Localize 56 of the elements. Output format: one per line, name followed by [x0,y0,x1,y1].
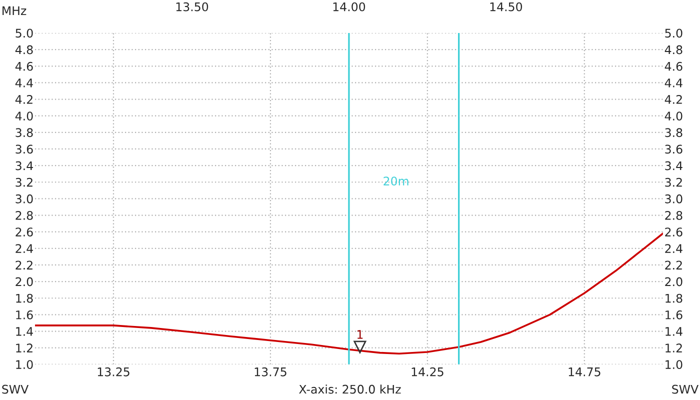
x-tick-label: 14.25 [412,367,444,376]
y-tick-label: 4.4 [15,78,33,88]
y2-tick-label: 2.6 [665,228,682,236]
y2-tick-label: 3.4 [665,161,682,170]
y-tick-label: 4.2 [15,95,32,104]
y2-tick-label: 4.4 [664,78,682,88]
y-tick-label: 5.0 [16,28,33,38]
y-tick-label: 2.6 [16,228,33,236]
annotation: 1 [357,330,363,339]
y2-tick-label: 3.2 [665,178,682,187]
line-series [35,232,663,355]
y2-tick-label: 2.2 [665,260,682,270]
y-tick-label: 3.0 [16,194,33,204]
y-tick-label: 1.6 [16,310,33,320]
y2-tick-label: 5.0 [665,28,682,38]
y-tick-label: 3.4 [16,161,33,170]
y-tick-label: 4.6 [15,62,33,71]
y-tick-label: 2.4 [16,244,33,253]
x2-tick-label: 13.50 [176,2,208,12]
y-tick-label: 2.8 [16,210,33,220]
y2-tick-label: 1.8 [666,294,682,303]
x-tick-label: 13.25 [98,367,130,376]
y-tick-label: 3.8 [16,128,33,138]
y-tick-label: 4.0 [15,112,33,121]
y2-tick-label: 1.2 [666,344,682,352]
y2-tick-label: 3.0 [665,194,682,204]
x-axis-title: MHz [2,6,26,15]
x2-tick-label: 14.50 [490,2,522,12]
y2-tick-label: 2.0 [665,277,682,286]
y-tick-label: 2.0 [16,277,33,286]
y2-tick-label: 3.6 [665,144,682,154]
y-tick-label: 3.6 [16,144,33,154]
y2-tick-label: 4.8 [664,45,682,54]
y2-axis-title: SWV [672,384,698,394]
ref-line-label: 20m [384,176,408,186]
y2-tick-label: 2.4 [665,244,682,253]
y-tick-label: 4.8 [15,45,33,54]
y-tick-label: 1.0 [16,360,33,370]
y-tick-label: 3.2 [16,178,32,187]
y2-tick-label: 1.6 [666,310,682,320]
y2-tick-label: 4.0 [664,112,682,121]
y2-tick-label: 1.4 [666,327,682,336]
x-tick-label: 13.75 [254,367,286,376]
x-tick-label: 14.75 [568,368,600,376]
y-tick-label: 1.2 [16,344,32,352]
y-tick-label: 2.2 [16,260,32,270]
y2-tick-label: 4.6 [664,62,682,71]
y2-tick-label: 4.2 [664,95,682,104]
y-axis-title: SWV [2,384,29,394]
y2-tick-label: 1.0 [666,360,682,370]
y2-tick-label: 3.8 [665,128,682,138]
y-tick-label: 1.8 [16,294,33,303]
x2-tick-label: 14.00 [333,2,366,12]
y2-tick-label: 2.8 [665,210,682,220]
y-tick-label: 1.4 [16,327,33,336]
text: X-axis: 250.0 kHz [299,384,401,394]
